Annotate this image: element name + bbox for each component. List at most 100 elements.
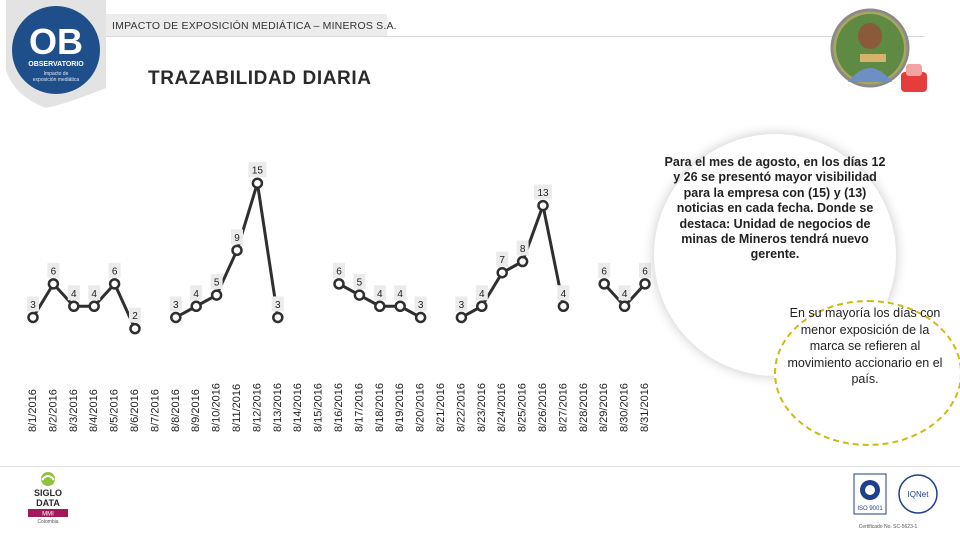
data-label-text: 4 (479, 289, 485, 300)
data-label-box (210, 274, 223, 290)
data-point (598, 278, 610, 290)
data-label: 6 (333, 262, 345, 278)
data-label-box (353, 274, 366, 290)
data-point (496, 266, 508, 279)
header-strip (105, 14, 387, 36)
x-tick-label: 8/17/2016 (353, 383, 365, 432)
data-label-box (271, 296, 284, 312)
x-tick-label: 8/26/2016 (537, 383, 549, 432)
data-point (170, 311, 182, 324)
data-label: 4 (67, 285, 80, 301)
data-label: 3 (455, 296, 468, 312)
miner-photo (830, 8, 927, 92)
x-tick-label: 8/31/2016 (639, 383, 651, 432)
series-lines (31, 181, 647, 330)
data-label-box (373, 285, 386, 301)
data-label-box (475, 285, 488, 301)
data-label: 6 (639, 262, 651, 278)
data-label-box (534, 184, 552, 200)
data-label-text: 3 (173, 300, 179, 311)
data-label-text: 6 (112, 266, 118, 277)
data-point (272, 311, 284, 324)
x-tick-label: 8/16/2016 (333, 383, 345, 432)
cert-number-label: Certificado No. SC-5623-1 (859, 524, 918, 530)
x-tick-label: 8/8/2016 (170, 389, 182, 432)
siglo-brand-4: Colombia (37, 519, 58, 525)
data-label-box (27, 296, 39, 312)
x-tick-label: 8/19/2016 (394, 383, 406, 432)
page-title: TRAZABILIDAD DIARIA (148, 68, 372, 89)
data-label-box (455, 296, 468, 312)
x-tick-label: 8/2/2016 (47, 389, 59, 432)
data-label-box (414, 296, 427, 312)
data-label-box (394, 285, 407, 301)
data-label: 13 (534, 184, 552, 200)
data-label-box (47, 262, 60, 278)
x-tick-label: 8/18/2016 (374, 383, 386, 432)
data-label: 4 (88, 285, 101, 301)
siglo-brand-1: SIGLO (34, 488, 62, 498)
data-point (231, 244, 243, 257)
cert-iqnet-label: IQNet (908, 490, 930, 499)
data-label: 3 (271, 296, 284, 312)
data-label-box (333, 262, 345, 278)
note-text: En su mayoría los días con menor exposic… (787, 306, 943, 386)
data-point (88, 300, 100, 312)
data-point (251, 177, 264, 189)
logo-name: OBSERVATORIO (28, 61, 84, 68)
data-label: 4 (190, 285, 203, 301)
data-point (68, 300, 80, 312)
data-label: 5 (210, 274, 223, 290)
data-point (516, 255, 529, 268)
data-point (374, 300, 386, 312)
data-label-text: 6 (51, 266, 57, 277)
data-label: 3 (27, 296, 39, 312)
data-label-box (88, 285, 101, 301)
x-tick-label: 8/13/2016 (272, 383, 284, 432)
data-label-text: 5 (214, 278, 220, 289)
cert-iso-label: ISO 9001 (857, 506, 883, 512)
data-point (190, 300, 202, 312)
data-label-box (231, 229, 243, 245)
data-label-text: 4 (377, 289, 383, 300)
data-label-box (639, 262, 651, 278)
data-label: 4 (475, 285, 488, 301)
x-tick-label: 8/9/2016 (190, 389, 202, 432)
data-point (394, 300, 406, 312)
logo-subtitle-1: Impacto de (44, 71, 69, 77)
data-label-text: 3 (275, 300, 281, 311)
x-tick-label: 8/3/2016 (68, 389, 80, 432)
footer-divider (0, 466, 960, 467)
data-label-box (169, 296, 182, 312)
x-tick-label: 8/24/2016 (496, 383, 508, 432)
data-point (639, 278, 651, 290)
data-label-text: 4 (397, 289, 403, 300)
data-label: 6 (108, 262, 121, 278)
x-tick-label: 8/7/2016 (149, 389, 161, 432)
certification-logos: ISO 9001 IQNet Certificado No. SC-5623-1 (853, 473, 938, 530)
data-point (414, 311, 427, 324)
data-label-text: 4 (622, 289, 628, 300)
data-label: 2 (129, 307, 141, 323)
data-label-text: 4 (71, 289, 77, 300)
data-point (618, 300, 631, 312)
data-label-box (248, 162, 267, 178)
x-tick-label: 8/27/2016 (557, 383, 569, 432)
data-label-text: 2 (132, 311, 138, 322)
data-label-text: 8 (520, 244, 526, 255)
data-point (27, 311, 39, 324)
series-line (31, 282, 137, 330)
data-label-text: 4 (91, 289, 97, 300)
data-labels: 3 6 4 4 6 2 3 4 5 9 15 3 6 5 4 4 3 3 4 7 8 13 4 6 4 6 (27, 162, 651, 323)
data-label: 8 (516, 240, 529, 256)
data-point (537, 199, 549, 212)
data-label-text: 5 (357, 278, 363, 289)
data-label: 9 (231, 229, 243, 245)
x-tick-label: 8/23/2016 (476, 383, 488, 432)
data-label-text: 3 (418, 300, 424, 311)
series-marks (27, 177, 651, 335)
data-label-box (129, 307, 141, 323)
data-label-text: 7 (499, 255, 505, 266)
header-title: IMPACTO DE EXPOSICIÓN MEDIÁTICA – MINERO… (112, 20, 397, 32)
header-divider (105, 36, 925, 37)
